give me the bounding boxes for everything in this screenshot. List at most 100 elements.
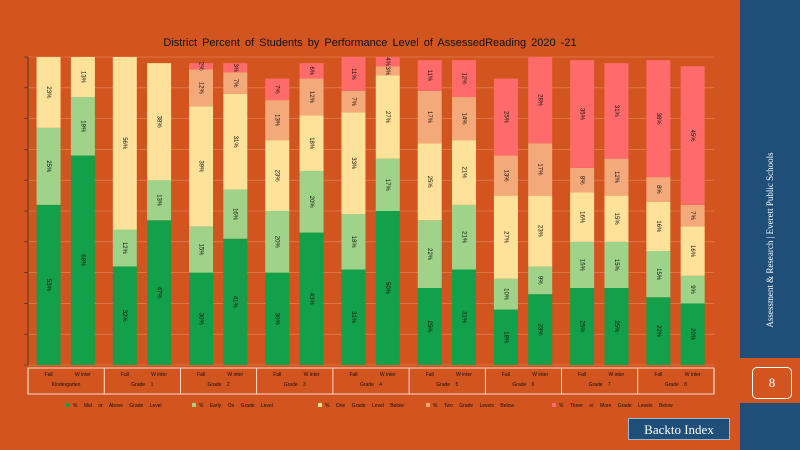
data-label: 68% <box>79 254 85 267</box>
data-label: 12% <box>308 91 314 104</box>
bar-segment <box>528 294 553 365</box>
data-label: 16% <box>232 208 238 221</box>
data-label: 15% <box>613 259 619 272</box>
data-label: 20% <box>274 236 280 249</box>
bar-segment <box>493 78 518 156</box>
bar-segment <box>112 57 137 230</box>
x-tick-label: Fall <box>578 372 586 378</box>
sidebar-band <box>740 0 800 358</box>
data-label: 27% <box>384 111 390 124</box>
data-label: 23% <box>274 170 280 183</box>
data-label: 2% <box>197 62 203 71</box>
data-label: 25% <box>426 176 432 189</box>
data-label: 22% <box>426 248 432 261</box>
data-label: 3% <box>232 63 238 72</box>
data-label: 7% <box>689 211 695 220</box>
data-label: 30% <box>274 313 280 326</box>
legend-label: % One Grade Level Below <box>325 403 404 409</box>
x-tick-label: W inter <box>456 372 472 378</box>
data-label: 7% <box>274 85 280 94</box>
x-tick-label: W inter <box>609 372 625 378</box>
bar-segment <box>299 115 324 171</box>
data-label: 21% <box>460 231 466 244</box>
bar-segment <box>570 167 595 193</box>
bar-segment <box>223 63 248 73</box>
bar-segment <box>223 189 248 239</box>
bar-segment <box>341 90 366 113</box>
back-to-index-button[interactable]: Backto Index <box>628 418 730 440</box>
bar-segment <box>223 238 248 365</box>
bar-segment <box>189 63 214 70</box>
x-tick-label: Fall <box>349 372 357 378</box>
grade-label: Grade 7 <box>589 382 611 388</box>
x-tick-label: Fall <box>121 372 129 378</box>
data-label: 32% <box>121 310 127 323</box>
legend-swatch <box>66 403 70 407</box>
grade-label: Kindergarten <box>52 382 81 388</box>
bar-segment <box>341 269 366 365</box>
data-label: 3% <box>384 67 390 76</box>
bar-segment <box>265 78 290 101</box>
data-label: 56% <box>121 137 127 150</box>
data-label: 15% <box>579 259 585 272</box>
data-label: 12% <box>460 73 466 86</box>
legend-swatch <box>426 403 430 407</box>
data-label: 6% <box>308 67 314 76</box>
x-tick-label: Fall <box>197 372 205 378</box>
data-label: 45% <box>689 130 695 143</box>
x-tick-label: W inter <box>304 372 320 378</box>
bar-segment <box>70 97 95 156</box>
bar-segment <box>375 75 400 159</box>
bar-segment <box>493 155 518 196</box>
bar-segment <box>451 204 476 270</box>
data-label: 9% <box>689 285 695 294</box>
bar-segment <box>36 127 61 205</box>
data-label: 39% <box>197 160 203 173</box>
bar-segment <box>375 211 400 365</box>
data-label: 21% <box>460 166 466 179</box>
bar-segment <box>570 192 595 242</box>
bar-segment <box>646 297 671 365</box>
bar-segment <box>417 143 442 221</box>
bar-segment <box>646 60 671 178</box>
sidebar-label: Assessment & Research | Everett Public S… <box>765 152 775 328</box>
legend-label: % Three or More Grade Levels Below <box>559 403 673 409</box>
data-label: 7% <box>350 97 356 106</box>
bar-segment <box>265 211 290 273</box>
bar-segment <box>265 100 290 141</box>
data-label: 13% <box>274 114 280 127</box>
x-tick-label: W inter <box>532 372 548 378</box>
data-label: 47% <box>156 287 162 300</box>
bar-segment <box>528 57 553 144</box>
bar-segment <box>451 60 476 98</box>
bar-segment <box>112 229 137 267</box>
data-label: 31% <box>232 136 238 149</box>
data-label: 41% <box>232 296 238 309</box>
data-label: 13% <box>156 194 162 207</box>
bar-segment <box>147 220 172 365</box>
bar-segment <box>451 140 476 205</box>
bar-segment <box>147 63 172 181</box>
x-tick-label: Fall <box>273 372 281 378</box>
bar-segment <box>36 204 61 365</box>
data-label: 18% <box>350 236 356 249</box>
data-label: 12% <box>197 82 203 95</box>
data-label: 23% <box>537 324 543 337</box>
bar-segment <box>341 112 366 215</box>
data-label: 16% <box>689 245 695 258</box>
bar-segment <box>375 158 400 211</box>
data-label: 38% <box>655 113 661 126</box>
data-label: 43% <box>308 293 314 306</box>
legend-label: % Early On Grade Level <box>199 403 273 409</box>
legend-swatch <box>192 403 196 407</box>
data-label: 25% <box>426 320 432 333</box>
bar-segment <box>36 57 61 128</box>
grade-label: Grade 2 <box>208 382 230 388</box>
bar-segment <box>646 177 671 202</box>
bar-segment <box>417 90 442 144</box>
data-label: 15% <box>197 243 203 256</box>
bar-segment <box>604 195 629 242</box>
legend-label: % Two Grade Levels Below <box>433 403 514 409</box>
bar-segment <box>528 143 553 196</box>
data-label: 25% <box>613 320 619 333</box>
